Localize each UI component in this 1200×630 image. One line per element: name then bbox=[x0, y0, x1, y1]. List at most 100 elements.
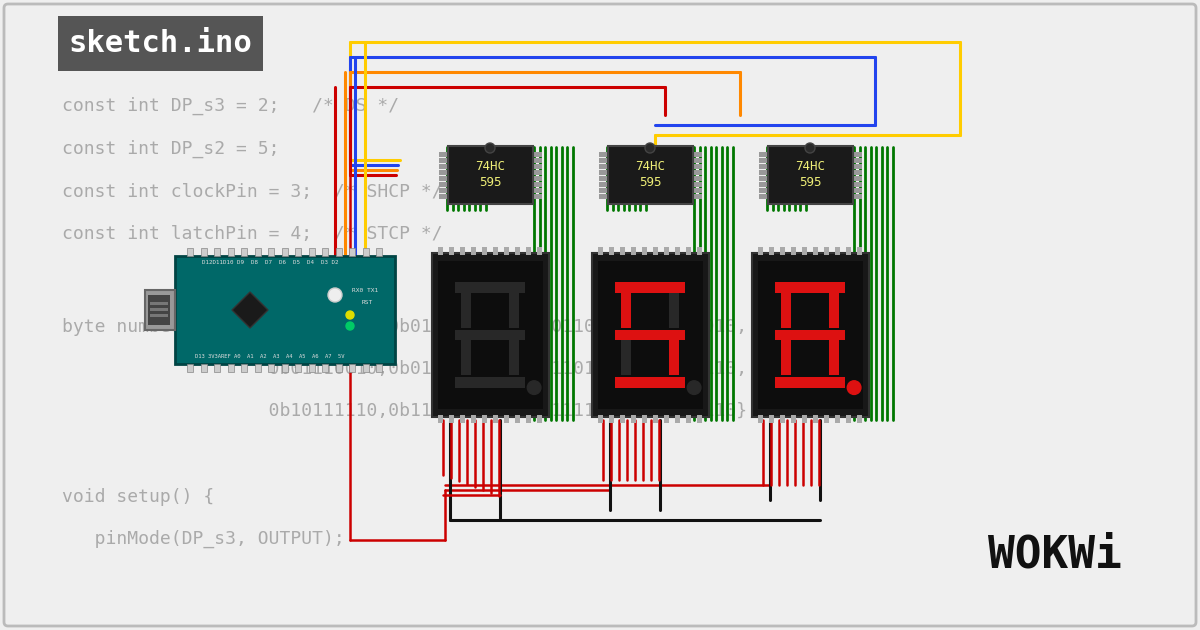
Bar bbox=[438, 193, 448, 198]
Bar bbox=[515, 415, 520, 423]
Bar bbox=[599, 164, 607, 168]
Bar bbox=[835, 415, 840, 423]
Text: 0b01110010,0b01100110,0b10110110,0b10111110,: 0b01110010,0b01100110,0b10110110,0b10111… bbox=[62, 360, 748, 378]
Bar bbox=[857, 415, 862, 423]
Bar bbox=[438, 164, 448, 168]
Bar bbox=[150, 308, 168, 311]
Bar bbox=[642, 247, 647, 255]
Bar bbox=[852, 193, 862, 198]
Bar bbox=[686, 247, 691, 255]
Bar bbox=[814, 247, 818, 255]
Bar bbox=[448, 146, 533, 204]
Bar bbox=[599, 158, 607, 163]
Bar bbox=[455, 377, 524, 387]
Text: RST: RST bbox=[361, 300, 373, 305]
Bar bbox=[509, 340, 520, 375]
Bar bbox=[148, 295, 170, 325]
Bar bbox=[758, 415, 763, 423]
Bar bbox=[460, 247, 466, 255]
Bar bbox=[653, 415, 658, 423]
Text: 74HC: 74HC bbox=[635, 159, 665, 173]
Bar bbox=[758, 188, 768, 193]
Bar bbox=[504, 247, 509, 255]
Bar bbox=[268, 248, 274, 256]
Bar bbox=[455, 329, 524, 340]
Bar bbox=[538, 247, 542, 255]
Bar bbox=[187, 364, 193, 372]
Bar bbox=[616, 329, 685, 340]
Bar bbox=[791, 415, 796, 423]
Bar bbox=[455, 282, 524, 293]
Bar bbox=[697, 247, 702, 255]
Text: 595: 595 bbox=[479, 176, 502, 188]
Bar bbox=[758, 181, 768, 186]
Bar bbox=[835, 247, 840, 255]
Circle shape bbox=[346, 311, 354, 319]
Bar bbox=[526, 415, 530, 423]
Bar bbox=[533, 164, 541, 168]
Bar bbox=[533, 176, 541, 181]
Bar bbox=[533, 158, 541, 163]
Bar bbox=[598, 415, 604, 423]
Bar bbox=[620, 415, 625, 423]
Bar bbox=[598, 261, 702, 409]
Bar bbox=[438, 415, 443, 423]
Bar bbox=[692, 176, 702, 181]
Bar bbox=[686, 415, 691, 423]
Bar bbox=[175, 256, 395, 364]
Text: const int DP_s3 = 2;   /* DS */: const int DP_s3 = 2; /* DS */ bbox=[62, 97, 400, 115]
Bar bbox=[228, 364, 234, 372]
Text: const int clockPin = 3;  /* SHCP */: const int clockPin = 3; /* SHCP */ bbox=[62, 183, 443, 201]
Text: sketch.ino: sketch.ino bbox=[68, 28, 252, 57]
Bar bbox=[482, 247, 487, 255]
Bar bbox=[664, 247, 670, 255]
Text: void setup() {: void setup() { bbox=[62, 488, 215, 506]
Bar bbox=[449, 247, 454, 255]
Bar bbox=[322, 364, 328, 372]
Bar bbox=[482, 415, 487, 423]
Bar bbox=[610, 415, 614, 423]
Bar bbox=[692, 188, 702, 193]
Bar bbox=[254, 248, 260, 256]
Bar bbox=[781, 340, 791, 375]
Text: byte numbers [] = {0b11111100,0b01100000,0b11011010,0b11110010,: byte numbers [] = {0b11111100,0b01100000… bbox=[62, 318, 748, 336]
Circle shape bbox=[485, 143, 496, 153]
Polygon shape bbox=[232, 292, 268, 328]
Bar bbox=[852, 188, 862, 193]
Bar bbox=[515, 247, 520, 255]
Bar bbox=[857, 247, 862, 255]
Bar bbox=[775, 377, 845, 387]
Bar bbox=[308, 248, 314, 256]
Bar bbox=[438, 181, 448, 186]
Bar bbox=[802, 415, 808, 423]
Bar bbox=[592, 253, 708, 417]
Bar bbox=[692, 169, 702, 175]
Bar bbox=[599, 193, 607, 198]
Circle shape bbox=[527, 381, 541, 394]
Bar bbox=[775, 282, 845, 293]
Bar bbox=[533, 181, 541, 186]
Bar bbox=[538, 415, 542, 423]
Bar bbox=[599, 188, 607, 193]
Text: const int latchPin = 4;  /* STCP */: const int latchPin = 4; /* STCP */ bbox=[62, 225, 443, 243]
Bar bbox=[362, 364, 368, 372]
Bar bbox=[757, 261, 863, 409]
Bar bbox=[145, 290, 175, 330]
Bar bbox=[509, 293, 520, 328]
Bar bbox=[533, 193, 541, 198]
Text: D13 3V3AREF A0  A1  A2  A3  A4  A5  A6  A7  5V: D13 3V3AREF A0 A1 A2 A3 A4 A5 A6 A7 5V bbox=[196, 355, 344, 360]
Bar bbox=[610, 247, 614, 255]
Bar bbox=[438, 176, 448, 181]
Bar bbox=[533, 151, 541, 156]
Bar bbox=[631, 415, 636, 423]
Bar bbox=[697, 415, 702, 423]
Bar bbox=[852, 169, 862, 175]
Bar bbox=[470, 415, 476, 423]
Bar bbox=[150, 302, 168, 305]
Bar bbox=[846, 415, 851, 423]
Text: pinMode(DP_s3, OUTPUT);: pinMode(DP_s3, OUTPUT); bbox=[62, 530, 344, 548]
Text: 74HC: 74HC bbox=[796, 159, 826, 173]
Circle shape bbox=[847, 381, 860, 394]
Bar bbox=[461, 293, 472, 328]
Bar bbox=[58, 16, 263, 71]
